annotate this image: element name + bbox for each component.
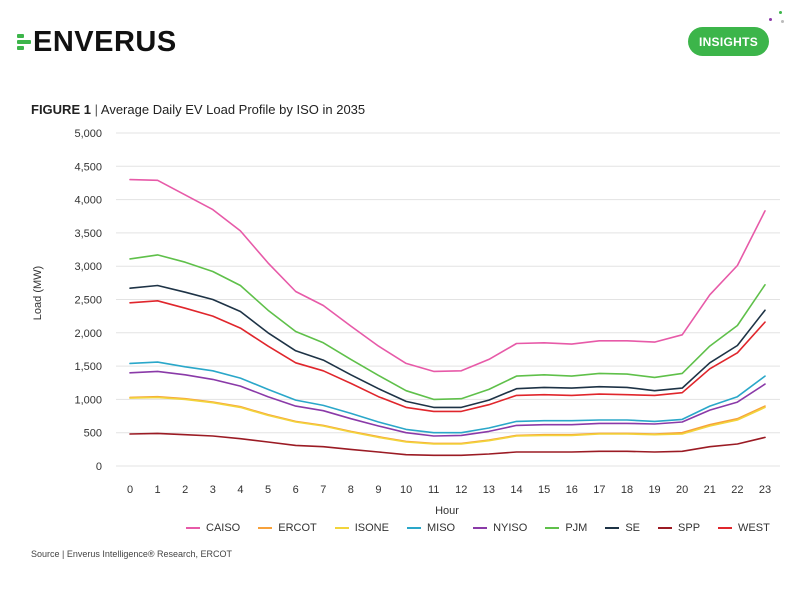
series-line-west (129, 299, 766, 413)
x-tick-label: 23 (759, 484, 771, 496)
legend-swatch (658, 527, 673, 529)
series-line-pjm (129, 254, 766, 401)
source-note: Source | Enverus Intelligence® Research,… (31, 549, 233, 559)
legend-swatch (186, 527, 200, 529)
x-tick-label: 15 (538, 484, 550, 496)
x-tick-label: 6 (293, 484, 299, 496)
y-tick-label: 5,000 (74, 128, 102, 140)
y-tick-label: 3,500 (74, 228, 102, 240)
series-line-spp (129, 432, 766, 457)
x-tick-label: 1 (155, 484, 161, 496)
enverus-logo: ENVERUS (17, 27, 177, 57)
x-tick-label: 10 (400, 484, 412, 496)
x-tick-label: 22 (731, 484, 743, 496)
x-tick-label: 19 (648, 484, 660, 496)
decorative-dots-icon (766, 10, 786, 24)
legend-label: ISONE (354, 522, 389, 534)
legend-label: CAISO (206, 522, 241, 534)
figure-title: FIGURE 1 | Average Daily EV Load Profile… (31, 102, 365, 117)
x-tick-label: 21 (704, 484, 716, 496)
series-line-se (129, 284, 766, 409)
figure-title-text: Average Daily EV Load Profile by ISO in … (100, 102, 366, 117)
y-tick-label: 3,000 (74, 261, 102, 273)
series-line-isone (129, 396, 766, 445)
legend-swatch (334, 527, 349, 529)
y-tick-label: 0 (96, 461, 102, 473)
legend-item-ercot: ERCOT (258, 522, 317, 534)
x-tick-label: 16 (566, 484, 578, 496)
logo-mark-icon (17, 27, 33, 57)
y-tick-label: 2,000 (74, 328, 102, 340)
x-tick-label: 2 (182, 484, 188, 496)
legend-label: WEST (738, 522, 770, 534)
legend-swatch (473, 527, 488, 529)
logo-text: ENVERUS (33, 26, 177, 58)
chart-legend: CAISO ERCOT ISONE MISO NYISO PJM SE SPP WEST (186, 522, 788, 534)
legend-item-se: SE (605, 522, 640, 534)
y-tick-label: 4,000 (74, 195, 102, 207)
x-tick-label: 18 (621, 484, 633, 496)
legend-label: SE (625, 522, 641, 534)
y-tick-label: 2,500 (74, 295, 102, 307)
legend-item-west: WEST (718, 522, 770, 534)
x-tick-label: 17 (593, 484, 605, 496)
legend-swatch (406, 527, 421, 529)
x-tick-label: 13 (483, 484, 495, 496)
legend-label: PJM (565, 522, 588, 534)
y-axis-label: Load (MW) (32, 266, 44, 320)
y-tick-label: 4,500 (74, 161, 102, 173)
x-tick-label: 9 (375, 484, 381, 496)
x-tick-label: 3 (210, 484, 216, 496)
series-line-nyiso (129, 370, 766, 437)
x-tick-label: 7 (320, 484, 326, 496)
series-line-caiso (129, 178, 766, 373)
legend-label: SPP (678, 522, 701, 534)
x-tick-label: 12 (455, 484, 467, 496)
legend-swatch (258, 527, 273, 529)
legend-item-pjm: PJM (545, 522, 587, 534)
legend-item-nyiso: NYISO (473, 522, 527, 534)
legend-item-miso: MISO (406, 522, 456, 534)
legend-swatch (545, 527, 560, 529)
y-tick-label: 1,000 (74, 394, 102, 406)
legend-swatch (718, 527, 733, 529)
figure-label: FIGURE 1 (31, 102, 91, 117)
legend-label: MISO (426, 522, 456, 534)
legend-item-isone: ISONE (334, 522, 389, 534)
legend-label: NYISO (493, 522, 528, 534)
y-tick-label: 1,500 (74, 361, 102, 373)
x-tick-label: 11 (428, 484, 439, 496)
insights-badge[interactable]: INSIGHTS (688, 27, 769, 56)
x-tick-label: 4 (237, 484, 243, 496)
series-line-miso (129, 361, 766, 434)
legend-label: ERCOT (278, 522, 317, 534)
legend-swatch (605, 527, 620, 529)
x-tick-label: 5 (265, 484, 271, 496)
legend-item-spp: SPP (658, 522, 700, 534)
x-tick-label: 8 (348, 484, 354, 496)
legend-item-caiso: CAISO (186, 522, 240, 534)
figure-separator: | (94, 102, 98, 117)
x-tick-label: 14 (510, 484, 522, 496)
x-tick-label: 20 (676, 484, 688, 496)
x-axis-label: Hour (435, 505, 459, 517)
x-tick-label: 0 (127, 484, 133, 496)
y-tick-label: 500 (84, 428, 102, 440)
